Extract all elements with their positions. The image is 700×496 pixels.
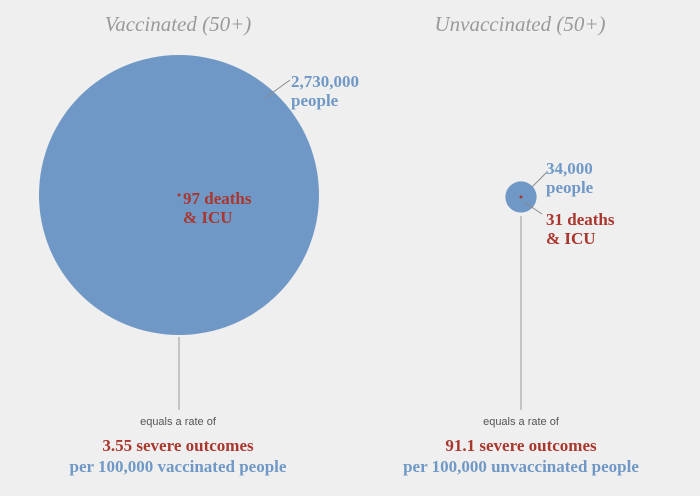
unvaccinated-rate-intro: equals a rate of (483, 416, 559, 428)
unvaccinated-rate-label: 91.1 severe outcomes (445, 436, 597, 455)
unvaccinated-rate-unit: per 100,000 unvaccinated people (403, 457, 639, 476)
vaccinated-population-unit: people (291, 91, 339, 110)
unvaccinated-outcomes-label-2: & ICU (546, 229, 596, 248)
unvaccinated-title: Unvaccinated (50+) (434, 12, 606, 36)
unvaccinated-population-label: 34,000 (546, 159, 593, 178)
vaccinated-outcomes-dot (177, 193, 181, 197)
vaccinated-rate-intro: equals a rate of (140, 416, 216, 428)
vaccinated-rate-unit: per 100,000 vaccinated people (69, 457, 287, 476)
vaccinated-outcomes-label: 97 deaths (183, 189, 252, 208)
unvaccinated-population-unit: people (546, 178, 594, 197)
vaccinated-rate-label: 3.55 severe outcomes (102, 436, 254, 455)
unvaccinated-outcomes-dot (519, 195, 523, 199)
vaccinated-population-label: 2,730,000 (291, 72, 359, 91)
vaccinated-population-leader (264, 79, 291, 99)
vaccinated-outcomes-label-2: & ICU (183, 208, 233, 227)
unvaccinated-outcomes-label: 31 deaths (546, 210, 615, 229)
vaccinated-title: Vaccinated (50+) (104, 12, 252, 36)
unvaccinated-population-leader (531, 171, 548, 188)
unvaccinated-outcomes-leader (523, 201, 543, 215)
